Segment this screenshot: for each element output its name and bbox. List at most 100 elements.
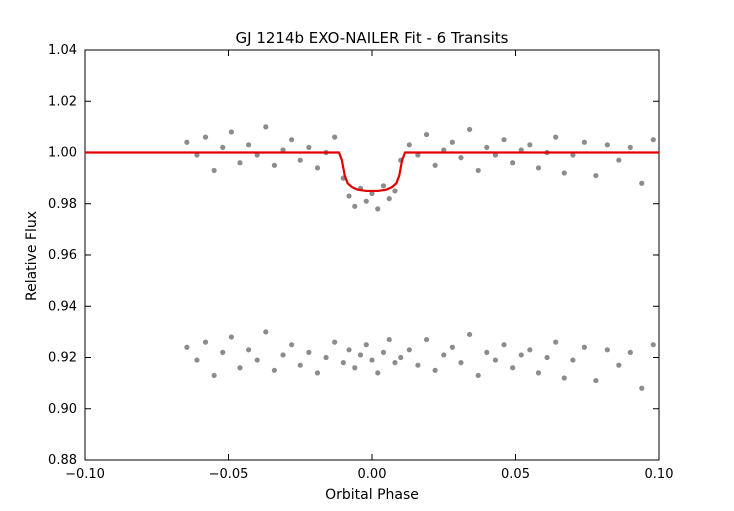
data-point	[510, 365, 516, 371]
data-point	[593, 172, 599, 179]
data-point	[202, 134, 209, 140]
data-point	[245, 142, 252, 148]
data-point	[271, 367, 278, 373]
y-tick-label: 0.96	[48, 248, 77, 263]
data-point	[449, 139, 455, 145]
chart-title: GJ 1214b EXO-NAILER Fit - 6 Transits	[236, 29, 509, 47]
data-point	[561, 375, 567, 381]
data-point	[458, 360, 464, 366]
x-tick-label: 0.10	[645, 467, 674, 482]
data-point	[535, 370, 542, 376]
data-point	[363, 342, 369, 348]
data-point	[297, 362, 303, 368]
data-point	[484, 349, 490, 355]
y-tick-label: 0.94	[48, 299, 77, 314]
data-point	[406, 347, 412, 353]
data-point	[363, 198, 369, 204]
data-point	[332, 339, 338, 345]
data-point	[184, 139, 190, 145]
x-axis-label: Orbital Phase	[325, 487, 419, 503]
data-point	[492, 152, 499, 158]
data-point	[280, 147, 286, 153]
data-point	[346, 193, 352, 199]
data-point	[458, 155, 464, 161]
data-point	[475, 167, 481, 174]
y-tick-label: 0.88	[48, 453, 77, 468]
data-point	[423, 131, 430, 138]
data-point	[423, 336, 430, 343]
data-point	[202, 339, 209, 345]
x-tick-label: −0.05	[209, 467, 249, 482]
data-point	[581, 139, 587, 145]
y-tick-label: 1.02	[48, 94, 77, 109]
data-point	[346, 347, 352, 353]
data-point	[639, 180, 645, 186]
data-point	[627, 144, 633, 150]
data-point	[392, 188, 398, 194]
data-point	[357, 352, 364, 358]
data-point	[593, 377, 599, 384]
y-tick-label: 0.98	[48, 197, 77, 212]
data-point	[501, 137, 507, 143]
data-point	[510, 160, 516, 166]
data-point	[627, 349, 633, 355]
data-point	[415, 362, 421, 368]
y-tick-label: 1.00	[48, 146, 77, 161]
data-point	[561, 170, 567, 176]
data-point	[449, 344, 455, 350]
data-point	[369, 190, 375, 197]
y-tick-label: 0.90	[48, 402, 77, 417]
data-point	[263, 329, 269, 335]
data-point	[535, 165, 542, 171]
data-point	[398, 354, 404, 361]
data-point	[254, 357, 260, 363]
data-point	[527, 347, 533, 353]
data-point	[650, 342, 656, 348]
data-point	[544, 354, 550, 361]
data-point	[352, 203, 358, 209]
data-point	[340, 360, 346, 366]
data-point	[228, 129, 234, 135]
data-point	[466, 331, 473, 338]
data-point	[254, 152, 260, 158]
data-point	[432, 162, 438, 168]
data-point	[616, 157, 622, 163]
data-point	[220, 144, 226, 150]
data-point	[184, 344, 190, 350]
data-point	[375, 206, 381, 212]
data-point	[297, 157, 303, 163]
data-point	[271, 162, 278, 168]
data-point	[492, 357, 499, 363]
y-axis-label: Relative Flux	[24, 211, 40, 301]
data-point	[211, 167, 217, 174]
x-tick-label: 0.00	[358, 467, 387, 482]
data-point	[352, 365, 358, 371]
data-point	[501, 342, 507, 348]
data-point	[475, 372, 481, 379]
data-point	[570, 357, 576, 363]
data-point	[386, 196, 392, 202]
data-point	[415, 152, 421, 158]
data-point	[323, 354, 329, 361]
data-point	[306, 144, 312, 150]
data-point	[314, 165, 321, 171]
data-point	[518, 352, 524, 358]
x-tick-label: 0.05	[501, 467, 530, 482]
y-tick-label: 0.92	[48, 351, 77, 366]
data-point	[375, 370, 381, 376]
data-point	[245, 347, 252, 353]
data-point	[369, 357, 375, 363]
data-point	[581, 344, 587, 350]
data-point	[280, 352, 286, 358]
plot-frame	[84, 49, 660, 461]
data-point	[306, 349, 312, 355]
data-point	[263, 124, 269, 130]
data-point	[380, 183, 387, 189]
data-point	[211, 372, 217, 379]
data-point	[392, 360, 398, 366]
data-point	[570, 152, 576, 158]
data-point	[639, 385, 645, 391]
data-point	[406, 142, 412, 148]
data-point	[289, 137, 295, 143]
